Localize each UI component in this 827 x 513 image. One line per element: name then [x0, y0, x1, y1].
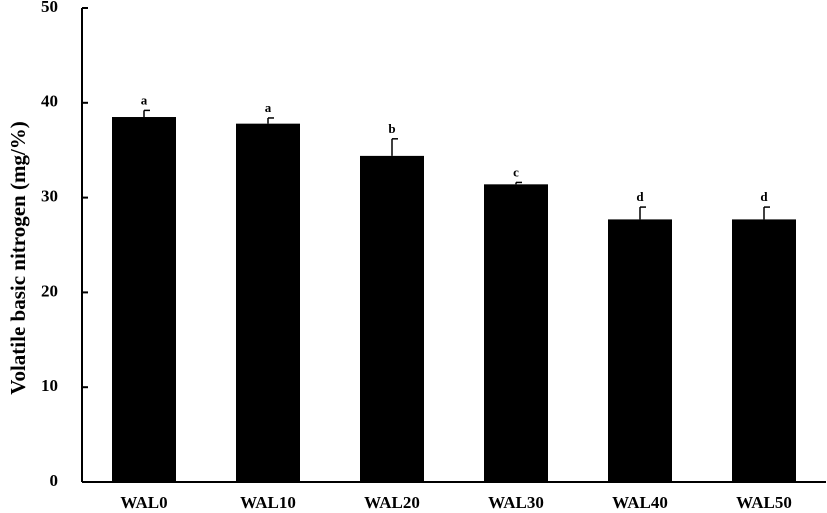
y-tick-label: 0: [50, 471, 59, 490]
bar-wal10: [236, 123, 300, 482]
y-tick-label: 30: [41, 187, 58, 206]
y-tick-label: 20: [41, 281, 58, 300]
x-tick-label-wal30: WAL30: [488, 493, 544, 512]
significance-label-wal40: d: [636, 189, 644, 204]
bar-wal20: [360, 155, 424, 482]
x-tick-label-wal0: WAL0: [120, 493, 167, 512]
significance-label-wal10: a: [265, 100, 272, 115]
y-axis-title: Volatile basic nitrogen (mg/%): [6, 121, 30, 395]
x-tick-label-wal50: WAL50: [736, 493, 792, 512]
bar-wal40: [608, 219, 672, 483]
bar-wal50: [732, 219, 796, 483]
y-tick-label: 50: [41, 0, 58, 16]
y-tick-label: 40: [41, 92, 58, 111]
y-tick-label: 10: [41, 376, 58, 395]
significance-label-wal50: d: [760, 189, 768, 204]
x-tick-label-wal20: WAL20: [364, 493, 420, 512]
x-tick-label-wal40: WAL40: [612, 493, 668, 512]
y-axis-title-group: Volatile basic nitrogen (mg/%): [6, 121, 30, 395]
significance-label-wal20: b: [388, 121, 395, 136]
x-tick-label-wal10: WAL10: [240, 493, 296, 512]
bar-wal30: [484, 184, 548, 482]
significance-label-wal0: a: [141, 92, 148, 107]
plot-area: 0 10 20 30 40 50 a WAL0 a WAL10 b WAL20 c WAL30 d WAL40…: [41, 0, 826, 512]
significance-label-wal30: c: [513, 164, 519, 179]
bar-wal0: [112, 117, 176, 483]
